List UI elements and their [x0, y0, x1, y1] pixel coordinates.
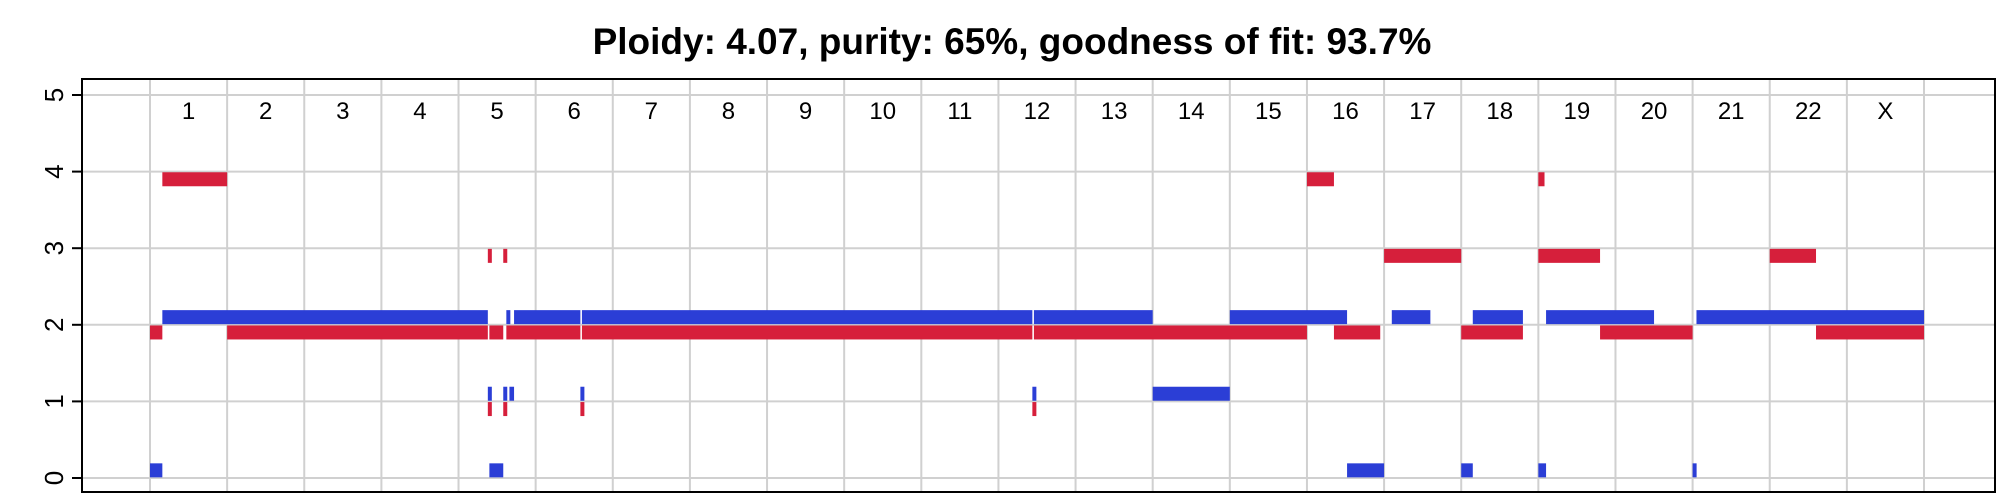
- copy-number-segment: [1347, 463, 1385, 478]
- chromosome-label: 1: [182, 98, 195, 125]
- copy-number-segment: [1546, 310, 1655, 325]
- y-tick-label: 0: [39, 471, 69, 485]
- copy-number-segment: [1229, 310, 1348, 325]
- chromosome-label: X: [1877, 98, 1893, 125]
- copy-number-segment: [162, 172, 228, 187]
- copy-number-segment: [1696, 310, 1924, 325]
- copy-number-segment: [514, 310, 581, 325]
- chromosome-label: 10: [869, 98, 896, 125]
- grid: [82, 79, 1995, 492]
- copy-number-segment: [506, 325, 581, 340]
- chromosome-label: 13: [1101, 98, 1128, 125]
- chromosome-label: 9: [799, 98, 812, 125]
- copy-number-segment: [1692, 463, 1697, 478]
- copy-number-segment: [581, 325, 1033, 340]
- copy-number-segment: [1306, 172, 1334, 187]
- copy-number-segment: [1032, 402, 1037, 417]
- copy-number-segment: [1391, 310, 1431, 325]
- chromosome-labels: 1 2 3 4 5 6 7 8 9 10 11 12 13 14 15 16 17 18 19 20 21 22 X: [182, 98, 1894, 125]
- y-tick-label: 1: [39, 394, 69, 408]
- copy-number-segment: [580, 402, 585, 417]
- chromosome-label: 15: [1255, 98, 1282, 125]
- copy-number-segment: [1600, 325, 1693, 340]
- copy-number-segment: [487, 386, 492, 401]
- copy-number-segment: [509, 386, 515, 401]
- plot-frame: [81, 78, 1996, 493]
- copy-number-segment: [487, 248, 492, 263]
- segments-layer: [150, 172, 1924, 478]
- chromosome-label: 7: [645, 98, 658, 125]
- copy-number-segment: [162, 310, 488, 325]
- copy-number-segment: [1538, 463, 1547, 478]
- copy-number-segment: [1032, 386, 1037, 401]
- chromosome-label: 20: [1641, 98, 1668, 125]
- copy-number-segment: [1769, 248, 1817, 263]
- copy-number-segment: [487, 402, 492, 417]
- copy-number-segment: [1384, 248, 1462, 263]
- copy-number-segment: [1472, 310, 1523, 325]
- copy-number-segment: [1461, 325, 1523, 340]
- y-tick-label: 3: [39, 241, 69, 255]
- chromosome-label: 17: [1409, 98, 1436, 125]
- chromosome-label: 4: [413, 98, 426, 125]
- copy-number-segment: [1538, 248, 1601, 263]
- chromosome-label: 11: [947, 98, 972, 125]
- chromosome-label: 8: [722, 98, 735, 125]
- y-tick-label: 4: [39, 164, 69, 178]
- y-axis: 0 1 2 3 4 5: [39, 88, 82, 485]
- chromosome-label: 22: [1795, 98, 1822, 125]
- copy-number-segment: [489, 325, 504, 340]
- chart-title: Ploidy: 4.07, purity: 65%, goodness of f…: [593, 21, 1432, 62]
- copy-number-segment: [503, 386, 508, 401]
- chromosome-label: 5: [490, 98, 503, 125]
- chromosome-label: 2: [259, 98, 272, 125]
- copy-number-segment: [506, 310, 511, 325]
- copy-number-segment: [227, 325, 488, 340]
- copy-number-segment: [1152, 386, 1230, 401]
- chromosome-label: 19: [1564, 98, 1591, 125]
- copy-number-segment: [1033, 310, 1153, 325]
- copy-number-segment: [503, 248, 508, 263]
- y-tick-label: 5: [39, 88, 69, 102]
- chromosome-label: 21: [1718, 98, 1745, 125]
- copy-number-segment: [1816, 325, 1924, 340]
- chromosome-label: 18: [1486, 98, 1513, 125]
- copy-number-segment: [580, 386, 585, 401]
- copy-number-segment: [489, 463, 504, 478]
- copy-number-segment: [581, 310, 1033, 325]
- chromosome-label: 16: [1332, 98, 1359, 125]
- y-tick-label: 2: [39, 318, 69, 332]
- copy-number-segment: [150, 325, 163, 340]
- copy-number-segment: [1538, 172, 1545, 187]
- chromosome-label: 3: [336, 98, 349, 125]
- copy-number-segment: [503, 402, 508, 417]
- copy-number-segment: [1033, 325, 1307, 340]
- copy-number-segment: [1461, 463, 1473, 478]
- copy-number-segment: [1333, 325, 1381, 340]
- copy-number-segment: [150, 463, 163, 478]
- chromosome-label: 12: [1024, 98, 1051, 125]
- chromosome-label: 14: [1178, 98, 1205, 125]
- chromosome-label: 6: [568, 98, 581, 125]
